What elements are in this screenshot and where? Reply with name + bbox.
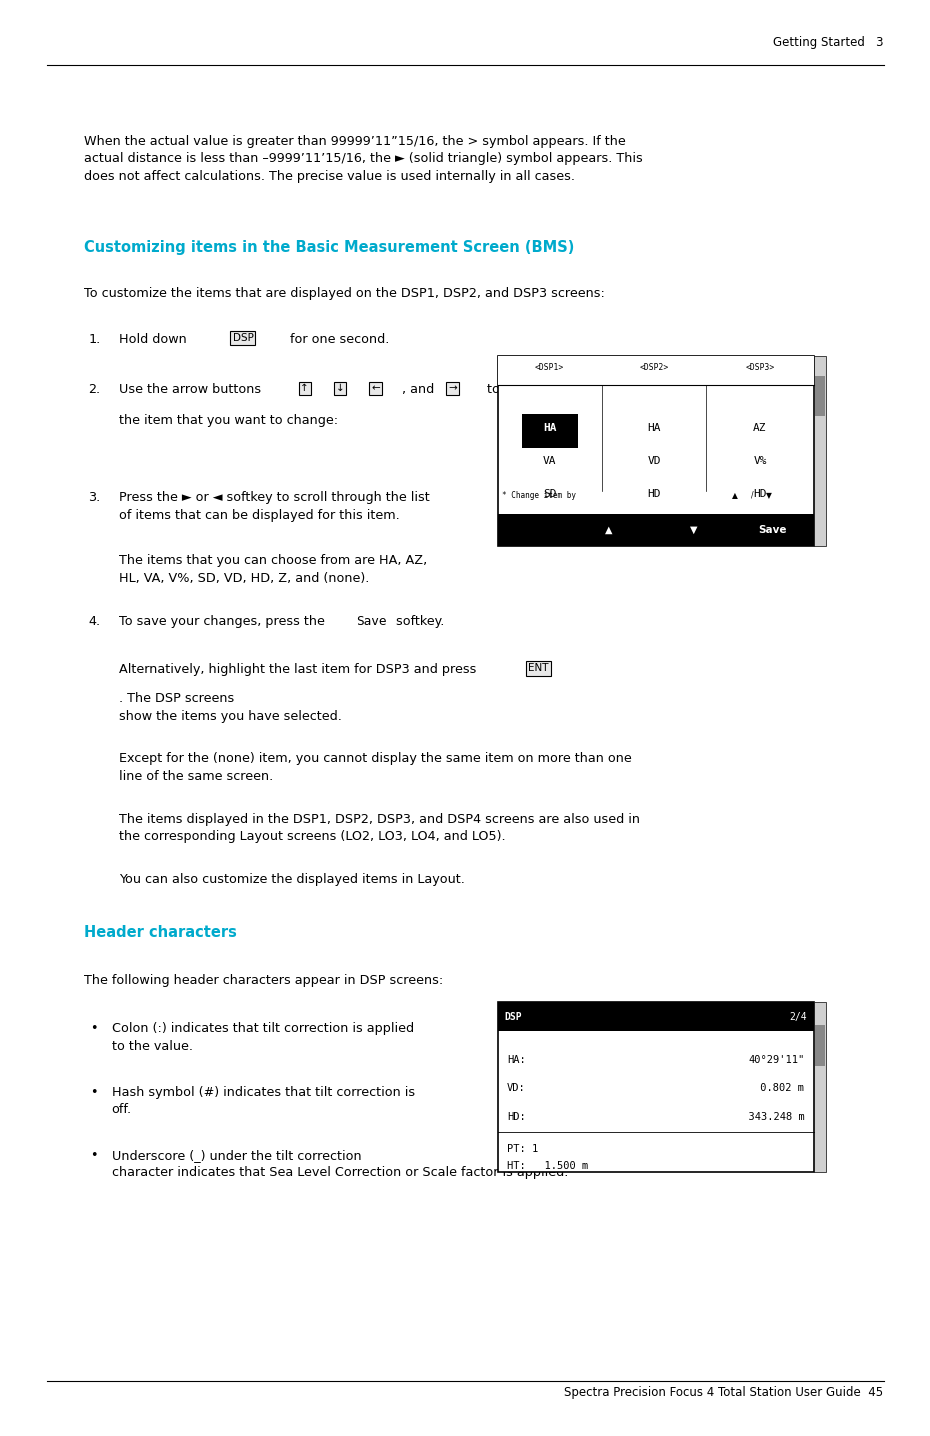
Text: →: → bbox=[448, 383, 457, 393]
Text: /: / bbox=[751, 491, 753, 500]
Text: HD: HD bbox=[753, 490, 766, 498]
Text: HD:: HD: bbox=[507, 1113, 525, 1122]
Text: <DSP1>: <DSP1> bbox=[535, 363, 565, 372]
Text: •: • bbox=[90, 1086, 98, 1099]
Text: PT: 1: PT: 1 bbox=[507, 1144, 538, 1153]
Text: •: • bbox=[90, 1149, 98, 1162]
Text: Alternatively, highlight the last item for DSP3 and press: Alternatively, highlight the last item f… bbox=[119, 663, 481, 676]
Bar bbox=[498, 356, 814, 385]
Text: The following header characters appear in DSP screens:: The following header characters appear i… bbox=[84, 974, 443, 987]
Text: 1.: 1. bbox=[88, 333, 100, 346]
Text: to highlight: to highlight bbox=[483, 383, 560, 396]
Text: softkey.: softkey. bbox=[392, 615, 445, 628]
Text: Press the ► or ◄ softkey to scroll through the list
of items that can be display: Press the ► or ◄ softkey to scroll throu… bbox=[119, 491, 430, 521]
Text: The items displayed in the DSP1, DSP2, DSP3, and DSP4 screens are also used in
t: The items displayed in the DSP1, DSP2, D… bbox=[119, 813, 640, 843]
FancyBboxPatch shape bbox=[498, 1002, 814, 1172]
Text: Use the arrow buttons: Use the arrow buttons bbox=[119, 383, 265, 396]
Text: HA: HA bbox=[647, 424, 661, 432]
FancyBboxPatch shape bbox=[498, 356, 814, 546]
Text: * Change item by: * Change item by bbox=[502, 491, 577, 500]
Bar bbox=[814, 1002, 826, 1172]
Text: 2.: 2. bbox=[88, 383, 100, 396]
Text: You can also customize the displayed items in Layout.: You can also customize the displayed ite… bbox=[119, 873, 465, 886]
Text: HD: HD bbox=[647, 490, 661, 498]
Text: The items that you can choose from are HA, AZ,
HL, VA, V%, SD, VD, HD, Z, and (n: The items that you can choose from are H… bbox=[119, 554, 427, 584]
Text: 0.802 m: 0.802 m bbox=[729, 1084, 804, 1093]
Text: ↓: ↓ bbox=[336, 383, 344, 393]
Text: Save: Save bbox=[758, 526, 787, 534]
Text: ▲: ▲ bbox=[732, 491, 737, 500]
Text: 40°29'11": 40°29'11" bbox=[749, 1055, 804, 1064]
Text: Customizing items in the Basic Measurement Screen (BMS): Customizing items in the Basic Measureme… bbox=[84, 240, 574, 254]
Text: Save: Save bbox=[356, 615, 387, 628]
Text: VA: VA bbox=[543, 457, 556, 465]
Text: Spectra Precision Focus 4 Total Station User Guide  45: Spectra Precision Focus 4 Total Station … bbox=[565, 1386, 884, 1399]
Text: When the actual value is greater than 99999’11”15/16, the > symbol appears. If t: When the actual value is greater than 99… bbox=[84, 135, 643, 182]
Text: •: • bbox=[90, 1022, 98, 1035]
Text: 343.248 m: 343.248 m bbox=[736, 1113, 804, 1122]
Text: 3.: 3. bbox=[88, 491, 100, 504]
Bar bbox=[815, 376, 825, 416]
Text: ↑: ↑ bbox=[300, 383, 309, 393]
Text: HA: HA bbox=[543, 424, 556, 432]
Text: To customize the items that are displayed on the DSP1, DSP2, and DSP3 screens:: To customize the items that are displaye… bbox=[84, 287, 605, 300]
Text: DSP: DSP bbox=[504, 1012, 522, 1021]
Text: 2/4: 2/4 bbox=[790, 1012, 807, 1021]
Text: To save your changes, press the: To save your changes, press the bbox=[119, 615, 329, 628]
Text: Except for the (none) item, you cannot display the same item on more than one
li: Except for the (none) item, you cannot d… bbox=[119, 752, 631, 783]
Text: VD:: VD: bbox=[507, 1084, 525, 1093]
Text: ENT: ENT bbox=[528, 663, 549, 673]
Text: the item that you want to change:: the item that you want to change: bbox=[119, 414, 339, 426]
Bar bbox=[814, 356, 826, 546]
Text: 4.: 4. bbox=[88, 615, 100, 628]
Text: V%: V% bbox=[753, 457, 766, 465]
Text: <DSP2>: <DSP2> bbox=[640, 363, 669, 372]
Text: for one second.: for one second. bbox=[286, 333, 389, 346]
Text: , and: , and bbox=[402, 383, 434, 396]
Text: HA:: HA: bbox=[507, 1055, 525, 1064]
Text: ▼: ▼ bbox=[766, 491, 772, 500]
Text: ▼: ▼ bbox=[690, 526, 698, 534]
Bar bbox=[498, 1002, 814, 1031]
Text: ▲: ▲ bbox=[604, 526, 612, 534]
Bar bbox=[815, 1025, 825, 1066]
Text: VD: VD bbox=[647, 457, 661, 465]
Text: HT:   1.500 m: HT: 1.500 m bbox=[507, 1162, 588, 1170]
Text: SD: SD bbox=[543, 490, 556, 498]
Text: Header characters: Header characters bbox=[84, 925, 236, 939]
Text: Getting Started   3: Getting Started 3 bbox=[773, 36, 883, 49]
Bar bbox=[498, 514, 814, 546]
Text: . The DSP screens
show the items you have selected.: . The DSP screens show the items you hav… bbox=[119, 692, 342, 722]
Text: Colon (:) indicates that tilt correction is applied
to the value.: Colon (:) indicates that tilt correction… bbox=[112, 1022, 414, 1053]
Text: Hash symbol (#) indicates that tilt correction is
off.: Hash symbol (#) indicates that tilt corr… bbox=[112, 1086, 415, 1116]
Text: Hold down: Hold down bbox=[119, 333, 191, 346]
Text: Underscore (_) under the tilt correction
character indicates that Sea Level Corr: Underscore (_) under the tilt correction… bbox=[112, 1149, 568, 1179]
Text: <DSP3>: <DSP3> bbox=[745, 363, 775, 372]
Text: AZ: AZ bbox=[753, 424, 766, 432]
Text: ←: ← bbox=[371, 383, 379, 393]
Text: DSP: DSP bbox=[232, 333, 253, 343]
FancyBboxPatch shape bbox=[522, 414, 578, 448]
